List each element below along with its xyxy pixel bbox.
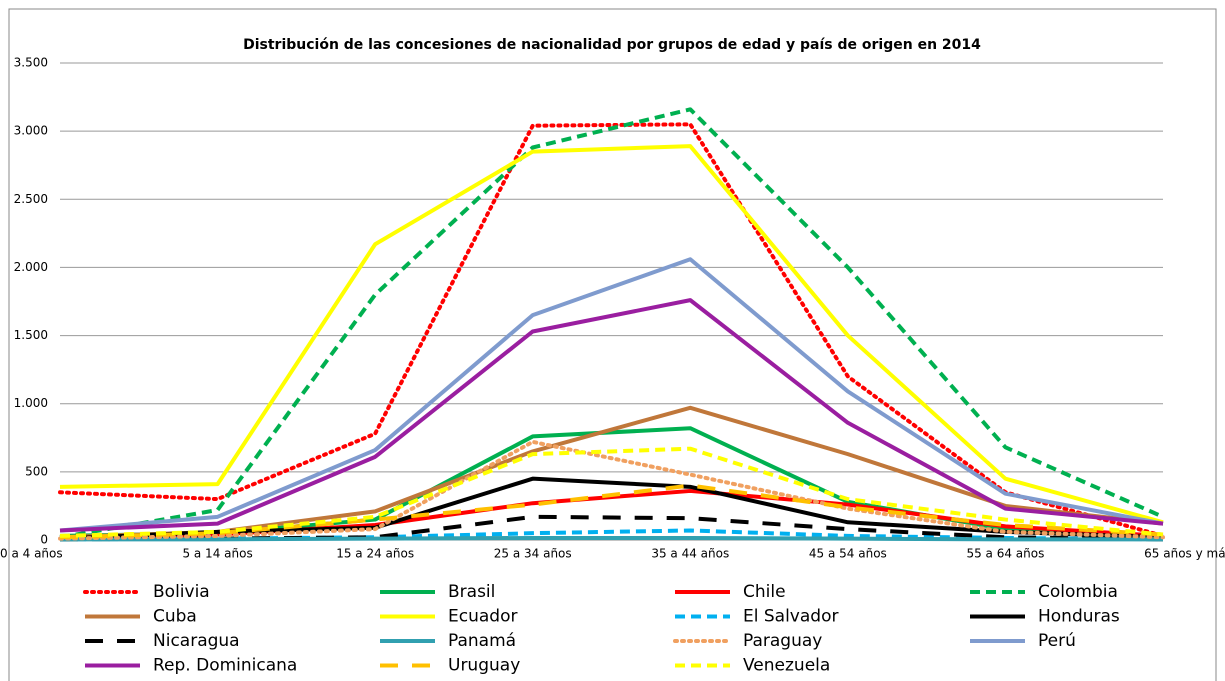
series-line [59,514,1164,542]
legend-label: Rep. Dominicana [153,656,297,676]
y-tick-label: 500 [25,464,48,478]
legend-label: Cuba [153,607,197,627]
x-tick-label: 25 a 34 años [494,547,572,561]
legend-label: Perú [1038,631,1076,651]
x-tick-label: 15 a 24 años [336,547,414,561]
y-tick-label: 2.500 [14,192,48,206]
legend-label: El Salvador [743,607,838,627]
x-tick-label: 65 años y más [1144,547,1225,561]
legend-label: Venezuela [743,656,830,676]
legend-label: Panamá [448,631,516,651]
y-tick-label: 2.000 [14,260,48,274]
y-tick-label: 3.000 [14,124,48,138]
legend-label: Bolivia [153,582,210,602]
legend-label: Honduras [1038,607,1120,627]
x-tick-label: 45 a 54 años [809,547,887,561]
series-line [59,144,1164,525]
y-tick-label: 0 [40,533,48,547]
series-line [58,439,1165,541]
series-line [59,298,1164,533]
x-tick-label: 55 a 64 años [966,547,1044,561]
chart-frame [8,8,1217,681]
x-tick-label: 0 a 4 años [0,547,63,561]
x-tick-label: 5 a 14 años [182,547,252,561]
series-line [59,257,1164,533]
legend-label: Uruguay [448,656,520,676]
legend-label: Brasil [448,582,495,602]
series-line [60,535,1163,542]
y-tick-label: 1.000 [14,396,48,410]
y-tick-label: 3.500 [14,56,48,70]
series-line [59,483,1164,540]
legend-label: Chile [743,582,786,602]
series-line [59,107,1164,540]
legend-label: Paraguay [743,631,822,651]
y-tick-label: 1.500 [14,328,48,342]
x-tick-label: 35 a 44 años [651,547,729,561]
series-line [59,446,1164,538]
legend-label: Nicaragua [153,631,240,651]
chart-title: Distribución de las concesiones de nacio… [243,37,981,53]
legend-label: Colombia [1038,582,1118,602]
legend-label: Ecuador [448,607,517,627]
